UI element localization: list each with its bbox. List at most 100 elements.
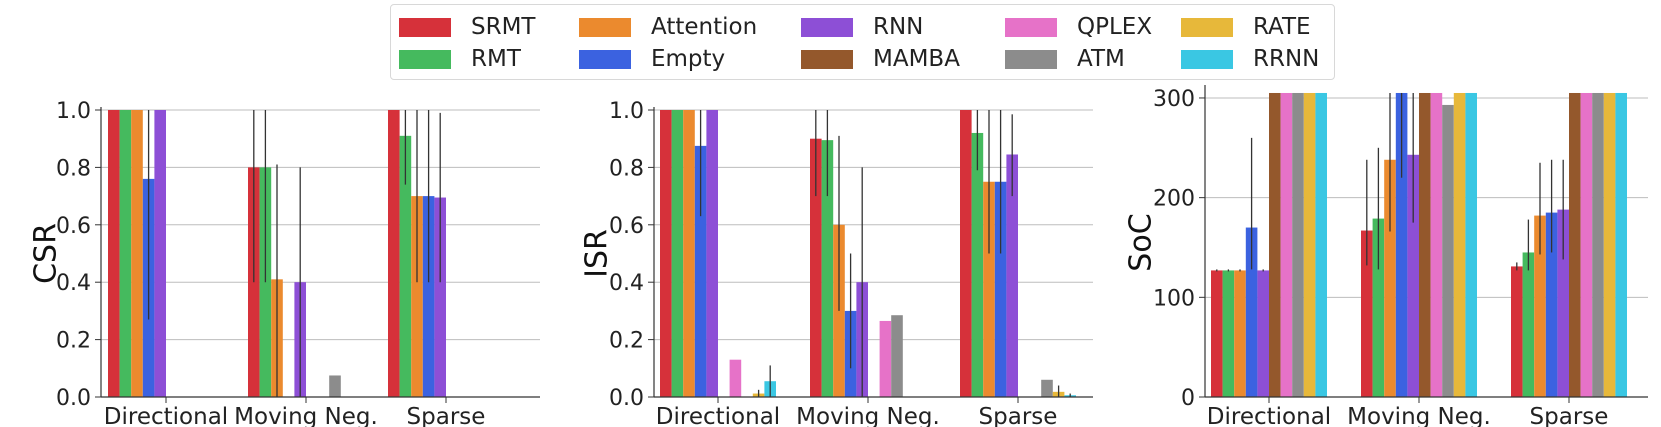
legend-swatch-rrnn — [1181, 49, 1233, 69]
isr-bar-directional-empty — [694, 145, 707, 397]
isr-bar-directional-qplex — [729, 359, 742, 397]
csr-ytick-label-0-6: 0.6 — [56, 214, 91, 239]
legend-item-empty: Empty — [579, 46, 725, 72]
soc-bar-moving-neg-mamba — [1419, 92, 1431, 397]
soc-bar-sparse-rnn — [1557, 209, 1569, 397]
soc-bar-directional-rmt — [1222, 270, 1235, 397]
legend: SRMT RMT Attention Empty RNN MAMBA QPLEX… — [390, 4, 1335, 80]
legend-swatch-rmt — [399, 49, 451, 69]
csr-bar-sparse-empty — [422, 196, 435, 397]
soc-bar-directional-empty — [1245, 227, 1258, 397]
isr-bar-moving-neg-qplex — [879, 320, 892, 397]
legend-label-empty: Empty — [651, 46, 726, 72]
legend-swatch-empty — [579, 49, 631, 69]
isr-xtick-label-moving-neg: Moving Neg. — [796, 404, 940, 427]
soc-bar-directional-atm — [1292, 92, 1304, 397]
isr-ytick-label-0-4: 0.4 — [609, 271, 644, 296]
csr-xtick-label-directional: Directional — [104, 404, 228, 427]
soc-bar-sparse-attention — [1534, 215, 1546, 397]
legend-label-rrnn: RRNN — [1253, 46, 1320, 72]
legend-label-atm: ATM — [1077, 46, 1125, 72]
legend-label-qplex: QPLEX — [1077, 14, 1153, 40]
soc-bar-sparse-rrnn — [1615, 92, 1627, 397]
soc-ytick-label-200: 200 — [1153, 187, 1195, 212]
soc-bar-moving-neg-srmt — [1361, 230, 1373, 397]
isr-bar-moving-neg-srmt — [810, 138, 822, 397]
soc-ytick-label-100: 100 — [1153, 286, 1195, 311]
isr-ytick-label-0-6: 0.6 — [609, 214, 644, 239]
csr-bar-directional-attention — [131, 110, 143, 397]
soc-bar-directional-attention — [1234, 270, 1246, 397]
soc-bar-sparse-qplex — [1580, 92, 1593, 397]
soc-ylabel: SoC — [1124, 213, 1159, 271]
isr-bar-moving-neg-rmt — [821, 140, 834, 397]
csr-bar-directional-srmt — [108, 110, 120, 397]
soc-bar-directional-mamba — [1269, 92, 1281, 397]
soc-xtick-label-sparse: Sparse — [1530, 404, 1609, 427]
soc-bar-moving-neg-attention — [1384, 159, 1396, 397]
soc-ytick-label-0: 0 — [1181, 386, 1195, 411]
legend-label-attention: Attention — [651, 14, 758, 40]
csr-bar-directional-rmt — [119, 110, 132, 397]
legend-item-qplex: QPLEX — [1005, 14, 1152, 40]
legend-label-rmt: RMT — [471, 46, 521, 72]
isr-bar-sparse-srmt — [960, 110, 972, 397]
soc-bar-directional-rrnn — [1315, 92, 1327, 397]
csr-bar-sparse-attention — [411, 196, 423, 397]
isr-ylabel: ISR — [580, 229, 615, 278]
soc-bar-sparse-srmt — [1511, 266, 1523, 397]
isr-ytick-label-0-2: 0.2 — [609, 329, 644, 354]
legend-label-rate: RATE — [1253, 14, 1311, 40]
soc-bar-moving-neg-rrnn — [1465, 92, 1477, 397]
legend-item-atm: ATM — [1005, 46, 1125, 72]
soc-bar-sparse-atm — [1592, 92, 1604, 397]
soc-ytick-label-300: 300 — [1153, 87, 1195, 112]
csr-bar-sparse-rmt — [399, 135, 412, 397]
isr-bar-directional-srmt — [660, 110, 672, 397]
soc-bar-sparse-rmt — [1522, 252, 1535, 397]
isr-bar-sparse-empty — [994, 181, 1007, 397]
soc-bar-moving-neg-rmt — [1372, 218, 1385, 397]
legend-label-srmt: SRMT — [471, 14, 536, 40]
soc-xtick-label-directional: Directional — [1207, 404, 1331, 427]
csr-ytick-label-0-2: 0.2 — [56, 329, 91, 354]
isr-bar-directional-rnn — [706, 110, 718, 397]
legend-swatch-srmt — [399, 17, 451, 37]
isr-xtick-label-directional: Directional — [656, 404, 780, 427]
legend-swatch-qplex — [1005, 17, 1057, 37]
soc-bar-moving-neg-empty — [1395, 92, 1408, 397]
soc-bar-sparse-empty — [1545, 212, 1558, 397]
legend-swatch-rnn — [801, 17, 853, 37]
isr-bar-sparse-rnn — [1006, 154, 1018, 397]
csr-bar-moving-neg-atm — [329, 375, 341, 397]
csr-ytick-label-1-0: 1.0 — [56, 99, 91, 124]
csr-ytick-label-0-8: 0.8 — [56, 156, 91, 181]
soc-bar-directional-srmt — [1211, 270, 1223, 397]
isr-bar-directional-attention — [683, 110, 695, 397]
legend-item-mamba: MAMBA — [801, 46, 960, 72]
soc-bar-directional-qplex — [1280, 92, 1293, 397]
csr-xtick-label-moving-neg: Moving Neg. — [234, 404, 378, 427]
isr-ytick-label-0-0: 0.0 — [609, 386, 644, 411]
legend-swatch-atm — [1005, 49, 1057, 69]
csr-bar-sparse-srmt — [388, 110, 400, 397]
legend-swatch-attention — [579, 17, 631, 37]
legend-item-rmt: RMT — [399, 46, 521, 72]
csr-bar-directional-rnn — [154, 110, 166, 397]
legend-item-rrnn: RRNN — [1181, 46, 1319, 72]
isr-bar-sparse-atm — [1041, 379, 1053, 397]
legend-swatch-mamba — [801, 49, 853, 69]
legend-item-srmt: SRMT — [399, 14, 535, 40]
soc-xtick-label-moving-neg: Moving Neg. — [1347, 404, 1491, 427]
soc-bar-moving-neg-rnn — [1407, 154, 1419, 397]
isr-ytick-label-0-8: 0.8 — [609, 156, 644, 181]
legend-label-mamba: MAMBA — [873, 46, 960, 72]
soc-bar-moving-neg-rate — [1453, 92, 1466, 397]
legend-item-attention: Attention — [579, 14, 757, 40]
soc-bar-directional-rnn — [1257, 270, 1269, 397]
isr-bar-directional-rmt — [671, 110, 684, 397]
csr-ytick-label-0-0: 0.0 — [56, 386, 91, 411]
legend-swatch-rate — [1181, 17, 1233, 37]
legend-label-rnn: RNN — [873, 14, 924, 40]
